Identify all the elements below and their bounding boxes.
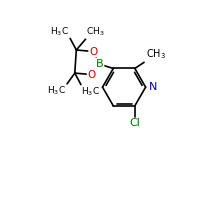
Text: B: B <box>96 59 103 69</box>
Text: H$_3$C: H$_3$C <box>47 85 66 97</box>
Text: O: O <box>89 47 97 57</box>
Text: O: O <box>88 70 96 80</box>
Text: N: N <box>149 82 157 92</box>
Text: Cl: Cl <box>129 118 140 128</box>
Text: CH$_3$: CH$_3$ <box>146 47 166 61</box>
Text: H$_3$C: H$_3$C <box>50 25 69 38</box>
Text: CH$_3$: CH$_3$ <box>86 26 105 38</box>
Text: H$_3$C: H$_3$C <box>81 85 100 98</box>
